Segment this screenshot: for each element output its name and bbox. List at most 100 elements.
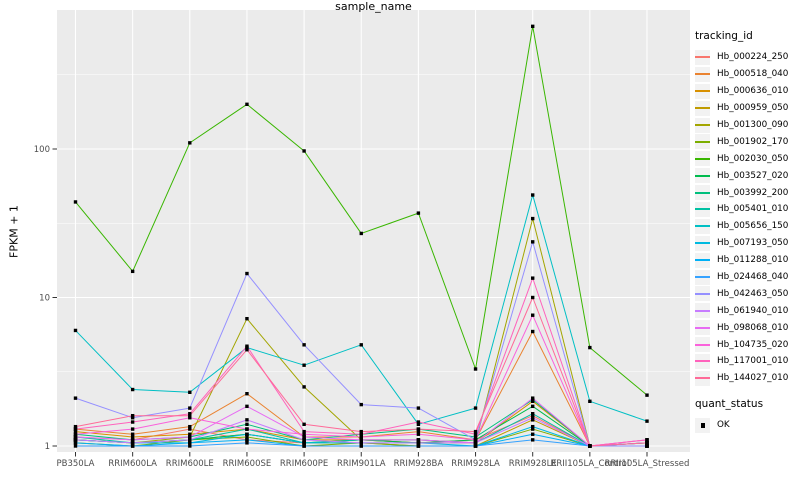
data-point-marker [245,404,249,409]
legend-item-Hb_098068_010: Hb_098068_010 [695,319,799,336]
legend-item-label: Hb_007193_050 [717,238,789,249]
legend-line-swatch-icon [695,56,710,59]
plot-panel [57,10,690,452]
legend-key [695,417,710,433]
data-point-marker [531,413,535,418]
data-point-marker [130,438,135,442]
data-point-marker [188,390,192,394]
data-point-marker [73,427,78,431]
data-point-marker [73,444,78,448]
data-point-marker [531,438,535,442]
data-point-marker [130,269,135,274]
data-point-marker [130,432,135,436]
data-point-marker [531,216,535,221]
data-point-marker [302,363,306,367]
legend-line-swatch-icon [695,276,710,279]
legend-line-swatch-icon [695,309,710,312]
data-point-marker [531,240,535,244]
data-point-marker [416,429,421,434]
data-point-marker [473,441,478,445]
data-point-marker [245,316,249,321]
data-point-marker [416,211,421,215]
legend-item-ok: OK [695,417,799,434]
data-point-marker [245,344,249,348]
legend-item-label: Hb_098068_010 [717,322,789,333]
legend-item-Hb_042463_050: Hb_042463_050 [695,285,799,302]
data-point-marker [302,343,306,347]
data-point-marker [473,444,478,448]
legend-key [695,117,710,133]
data-point-marker [130,444,135,448]
legend-item-label: Hb_001902_170 [717,136,789,147]
data-point-marker [645,438,649,442]
legend-item-Hb_117001_010: Hb_117001_010 [695,353,799,370]
data-point-marker [359,432,363,436]
data-point-marker [359,231,363,236]
legend-line-swatch-icon [695,107,710,110]
data-point-marker [531,276,535,280]
legend-item-label: Hb_000636_010 [717,86,789,97]
data-point-marker [302,429,306,434]
legend-key [695,168,710,184]
data-point-marker [416,422,421,426]
data-point-marker [73,435,78,439]
data-point-marker [188,412,192,416]
legend-line-swatch-icon [695,225,710,228]
legend-line-swatch-icon [695,292,710,295]
legend-key [695,201,710,217]
data-point-marker [73,200,78,204]
x-tick-label: RRIM600PE [280,459,328,469]
data-point-marker [302,385,306,389]
data-point-marker [188,432,192,436]
legend-line-swatch-icon [695,259,710,262]
data-point-marker [359,402,363,407]
data-point-marker [473,432,478,436]
legend-item-label: Hb_024468_040 [717,272,789,283]
legend-key [695,100,710,116]
data-point-marker [302,435,306,439]
legend-item-label: Hb_003527_020 [717,170,789,181]
legend-item-label: Hb_104735_020 [717,339,789,350]
legend-line-swatch-icon [695,208,710,211]
data-point-marker [245,418,249,422]
data-point-marker [416,427,421,431]
data-point-marker [188,424,192,429]
legend-item-Hb_001300_090: Hb_001300_090 [695,117,799,134]
x-tick-label: RRIM600LA [108,459,157,469]
data-point-marker [188,438,192,442]
legend-key [695,286,710,302]
data-point-marker [531,396,535,400]
legend-key [695,303,710,319]
legend-item-label: Hb_005401_010 [717,204,789,215]
legend-item-Hb_061940_010: Hb_061940_010 [695,302,799,319]
data-point-marker [473,438,478,442]
data-point-marker [245,432,249,436]
legend-item-Hb_007193_050: Hb_007193_050 [695,235,799,252]
legend-item-Hb_000959_050: Hb_000959_050 [695,100,799,117]
data-point-marker [531,418,535,422]
data-point-marker [645,444,649,448]
legend-item-Hb_002030_050: Hb_002030_050 [695,150,799,167]
data-point-marker [531,416,535,420]
legend-item-Hb_003527_020: Hb_003527_020 [695,167,799,184]
x-tick-label: RRIM928BA [394,459,444,469]
data-point-marker [531,424,535,429]
legend-item-label: Hb_117001_010 [717,356,789,367]
data-point-marker [73,438,78,442]
data-point-marker [130,435,135,439]
legend-key [695,252,710,268]
legend-item-Hb_144027_010: Hb_144027_010 [695,370,799,387]
legend-line-swatch-icon [695,343,710,346]
data-point-marker [188,435,192,439]
data-point-marker [531,313,535,317]
gridlines [57,10,690,452]
data-point-marker [188,427,192,431]
legend-item-label: Hb_011288_010 [717,255,789,266]
data-point-marker [588,345,592,350]
legend-tracking-id: tracking_id Hb_000224_250 Hb_000518_040 Hb… [695,30,799,387]
data-point-marker [130,441,135,445]
data-point-marker [245,271,249,276]
data-point-marker [188,416,192,420]
data-point-marker [416,406,421,410]
data-point-marker [188,441,192,445]
